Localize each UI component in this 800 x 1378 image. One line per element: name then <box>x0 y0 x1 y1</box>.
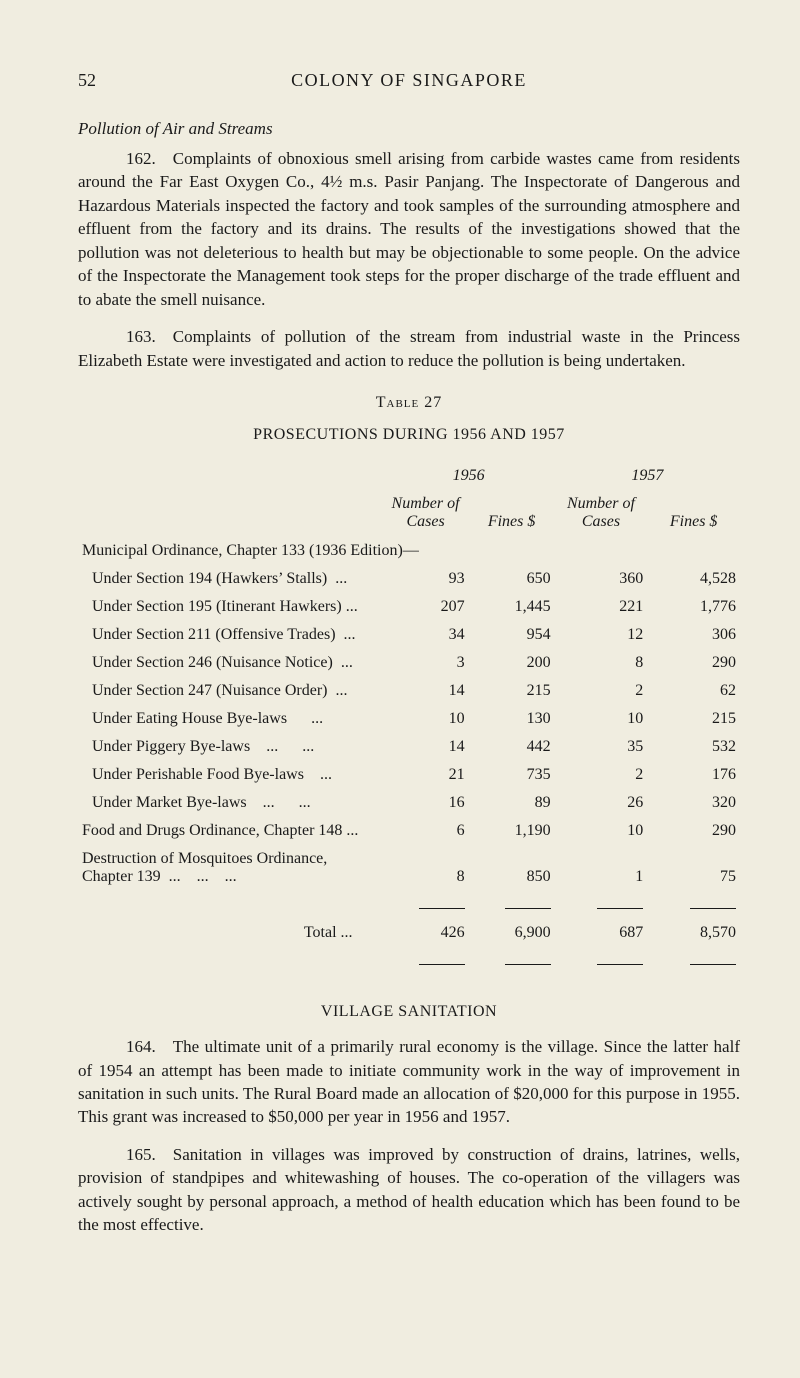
cell: 735 <box>469 761 555 789</box>
cell: 8 <box>383 845 469 891</box>
cell: 8 <box>555 649 648 677</box>
table-row: Under Section 194 (Hawkers’ Stalls) ... … <box>78 565 740 593</box>
total-cell: 8,570 <box>647 919 740 947</box>
prosecutions-table: 1956 1957 Number of Cases Fines $ Number… <box>78 462 740 975</box>
cell: 16 <box>383 789 469 817</box>
page: 52 COLONY OF SINGAPORE Pollution of Air … <box>0 0 800 1311</box>
cell: 10 <box>555 817 648 845</box>
cell: 290 <box>647 817 740 845</box>
cell: 200 <box>469 649 555 677</box>
row-label: Under Piggery Bye-laws <box>92 738 250 755</box>
cell: 176 <box>647 761 740 789</box>
cell: 221 <box>555 593 648 621</box>
section-heading-pollution: Pollution of Air and Streams <box>78 119 740 139</box>
table-row: Under Section 211 (Offensive Trades) ...… <box>78 621 740 649</box>
row-label: Food and Drugs Ordinance, Chapter 148 <box>82 822 342 839</box>
row-label: Under Eating House Bye-laws <box>92 710 287 727</box>
row-label: Under Section 211 (Offensive Trades) <box>92 626 336 643</box>
cell: 1 <box>555 845 648 891</box>
row-label: Under Section 194 (Hawkers’ Stalls) <box>92 570 327 587</box>
cell: 12 <box>555 621 648 649</box>
cell: 35 <box>555 733 648 761</box>
table-caption: Table 27 <box>78 394 740 412</box>
rule-row <box>78 947 740 975</box>
table-year-row: 1956 1957 <box>78 462 740 490</box>
year-1956: 1956 <box>383 462 555 490</box>
cell: 14 <box>383 677 469 705</box>
cell: 442 <box>469 733 555 761</box>
section-heading-village: VILLAGE SANITATION <box>78 1003 740 1021</box>
cell: 2 <box>555 677 648 705</box>
row-label: Under Section 195 (Itinerant Hawkers) <box>92 598 342 615</box>
row-label: Under Section 246 (Nuisance Notice) <box>92 654 333 671</box>
table-row: Under Section 195 (Itinerant Hawkers) ..… <box>78 593 740 621</box>
cell: 532 <box>647 733 740 761</box>
row-label: Destruction of Mosquitoes Ordinance, Cha… <box>82 850 327 885</box>
year-1957: 1957 <box>555 462 740 490</box>
cell: 2 <box>555 761 648 789</box>
cell: 306 <box>647 621 740 649</box>
col-number-2: Number of Cases <box>555 490 648 536</box>
cell: 650 <box>469 565 555 593</box>
cell: 1,776 <box>647 593 740 621</box>
paragraph-164: 164. The ultimate unit of a primarily ru… <box>78 1035 740 1129</box>
total-cell: 687 <box>555 919 648 947</box>
table-row: Food and Drugs Ordinance, Chapter 148 ..… <box>78 817 740 845</box>
paragraph-162: 162. Complaints of obnoxious smell arisi… <box>78 147 740 311</box>
table-row: Destruction of Mosquitoes Ordinance, Cha… <box>78 845 740 891</box>
cell: 6 <box>383 817 469 845</box>
cell: 26 <box>555 789 648 817</box>
cell: 130 <box>469 705 555 733</box>
total-row: Total ... 426 6,900 687 8,570 <box>78 919 740 947</box>
cell: 14 <box>383 733 469 761</box>
col-fines-1: Fines $ <box>469 490 555 536</box>
table-group-row: Municipal Ordinance, Chapter 133 (1936 E… <box>78 536 740 565</box>
cell: 1,190 <box>469 817 555 845</box>
cell: 10 <box>383 705 469 733</box>
cell: 850 <box>469 845 555 891</box>
group-label: Municipal Ordinance, Chapter 133 (1936 E… <box>78 536 740 565</box>
row-label: Under Market Bye-laws <box>92 794 247 811</box>
table-row: Under Section 246 (Nuisance Notice) ... … <box>78 649 740 677</box>
row-label: Under Perishable Food Bye-laws <box>92 766 304 783</box>
cell: 62 <box>647 677 740 705</box>
cell: 320 <box>647 789 740 817</box>
running-head: COLONY OF SINGAPORE <box>78 70 740 91</box>
cell: 93 <box>383 565 469 593</box>
cell: 1,445 <box>469 593 555 621</box>
cell: 290 <box>647 649 740 677</box>
cell: 215 <box>469 677 555 705</box>
cell: 10 <box>555 705 648 733</box>
cell: 360 <box>555 565 648 593</box>
table-row: Under Market Bye-laws ... ... 16 89 26 3… <box>78 789 740 817</box>
table-colhead-row: Number of Cases Fines $ Number of Cases … <box>78 490 740 536</box>
table-row: Under Perishable Food Bye-laws ... 21 73… <box>78 761 740 789</box>
cell: 89 <box>469 789 555 817</box>
cell: 215 <box>647 705 740 733</box>
row-label: Under Section 247 (Nuisance Order) <box>92 682 327 699</box>
table-row: Under Section 247 (Nuisance Order) ... 1… <box>78 677 740 705</box>
table-row: Under Piggery Bye-laws ... ... 14 442 35… <box>78 733 740 761</box>
page-header: 52 COLONY OF SINGAPORE <box>78 70 740 91</box>
table-row: Under Eating House Bye-laws ... 10 130 1… <box>78 705 740 733</box>
table-title: PROSECUTIONS DURING 1956 AND 1957 <box>78 426 740 444</box>
paragraph-163: 163. Complaints of pollution of the stre… <box>78 325 740 372</box>
cell: 34 <box>383 621 469 649</box>
cell: 21 <box>383 761 469 789</box>
cell: 3 <box>383 649 469 677</box>
total-cell: 6,900 <box>469 919 555 947</box>
cell: 4,528 <box>647 565 740 593</box>
total-cell: 426 <box>383 919 469 947</box>
col-number-1: Number of Cases <box>383 490 469 536</box>
paragraph-165: 165. Sanitation in villages was improved… <box>78 1143 740 1237</box>
cell: 75 <box>647 845 740 891</box>
cell: 207 <box>383 593 469 621</box>
cell: 954 <box>469 621 555 649</box>
col-fines-2: Fines $ <box>647 490 740 536</box>
total-label: Total ... <box>78 919 383 947</box>
rule-row <box>78 891 740 919</box>
